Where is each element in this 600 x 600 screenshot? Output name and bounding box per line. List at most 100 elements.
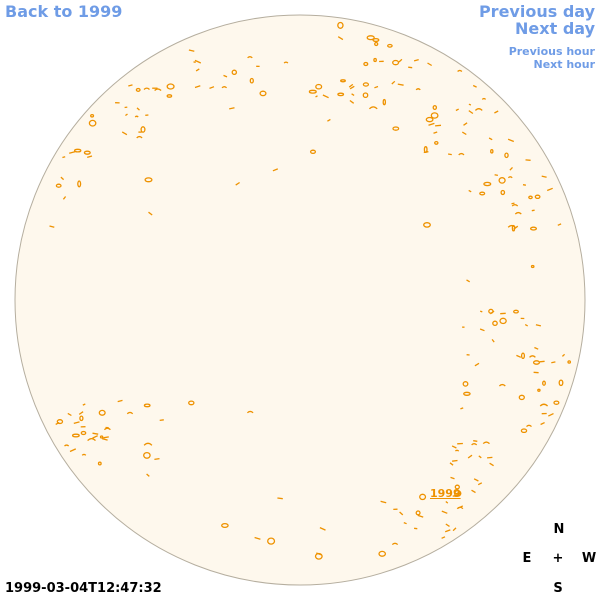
- contour-mark: [534, 346, 539, 350]
- contour-mark: [194, 59, 202, 64]
- contour-mark: [259, 90, 267, 97]
- contour-mark: [97, 461, 102, 466]
- contour-mark: [126, 411, 134, 415]
- contour-mark: [314, 552, 323, 560]
- contour-mark: [88, 119, 97, 127]
- contour-mark: [81, 453, 87, 456]
- back-to-year-link[interactable]: Back to 1999: [5, 2, 123, 21]
- contour-mark: [466, 279, 471, 283]
- contour-mark: [348, 83, 354, 88]
- contour-mark: [449, 462, 454, 466]
- contour-mark: [567, 360, 572, 364]
- previous-hour-link[interactable]: Previous hour: [508, 45, 595, 58]
- contour-mark: [78, 411, 84, 415]
- contour-mark: [309, 149, 317, 155]
- magnetic-contours: [49, 21, 572, 560]
- next-hour-link[interactable]: Next hour: [533, 58, 596, 71]
- contour-mark: [494, 110, 499, 114]
- contour-mark: [71, 433, 80, 438]
- contour-mark: [195, 68, 200, 72]
- contour-mark: [387, 43, 393, 48]
- compass-east-label: E: [522, 551, 532, 566]
- contour-mark: [471, 443, 478, 446]
- contour-mark: [473, 478, 479, 482]
- contour-mark: [473, 440, 478, 442]
- contour-mark: [529, 226, 538, 231]
- contour-mark: [92, 432, 99, 435]
- contour-mark: [117, 399, 123, 403]
- contour-mark: [531, 209, 535, 212]
- contour-mark: [450, 476, 455, 480]
- contour-mark: [69, 448, 77, 453]
- contour-mark: [368, 106, 378, 110]
- contour-mark: [254, 536, 261, 540]
- contour-mark: [148, 211, 153, 216]
- contour-mark: [457, 69, 463, 72]
- contour-mark: [524, 324, 528, 327]
- contour-mark: [90, 113, 95, 118]
- observation-timestamp: 1999-03-04T12:47:32: [5, 581, 162, 596]
- contour-mark: [134, 115, 139, 118]
- contour-mark: [249, 77, 254, 84]
- contour-mark: [380, 500, 387, 504]
- contour-mark: [468, 103, 472, 106]
- contour-mark: [526, 424, 532, 428]
- contour-mark: [322, 94, 329, 99]
- contour-mark: [103, 436, 109, 439]
- contour-mark: [540, 422, 545, 426]
- contour-mark: [468, 189, 472, 193]
- contour-mark: [463, 122, 468, 126]
- contour-mark: [319, 527, 326, 531]
- contour-mark: [462, 381, 469, 387]
- compass-north-label: N: [553, 522, 565, 537]
- contour-mark: [135, 87, 141, 92]
- contour-mark: [143, 442, 153, 446]
- contour-mark: [80, 430, 87, 436]
- contour-mark: [546, 187, 553, 192]
- contour-mark: [272, 168, 279, 172]
- contour-mark: [441, 510, 448, 514]
- compass-south-label: S: [553, 581, 563, 596]
- contour-mark: [125, 113, 128, 117]
- contour-mark: [73, 421, 80, 425]
- contour-mark: [489, 310, 495, 315]
- contour-mark: [397, 83, 404, 86]
- contour-mark: [143, 451, 151, 459]
- contour-mark: [451, 445, 457, 449]
- contour-mark: [513, 309, 519, 314]
- contour-mark: [60, 176, 65, 181]
- contour-mark: [374, 41, 379, 47]
- contour-mark: [382, 98, 387, 106]
- contour-mark: [561, 353, 566, 357]
- contour-mark: [434, 140, 439, 145]
- contour-mark: [140, 126, 146, 133]
- contour-mark: [455, 108, 459, 112]
- contour-mark: [98, 409, 106, 416]
- contour-mark: [471, 489, 476, 494]
- contour-mark: [534, 194, 541, 200]
- contour-mark: [474, 108, 483, 111]
- contour-mark: [491, 339, 495, 343]
- contour-mark: [428, 122, 435, 126]
- contour-mark: [246, 410, 254, 414]
- contour-mark: [194, 85, 201, 89]
- contour-mark: [520, 428, 528, 434]
- contour-mark: [349, 85, 355, 90]
- previous-day-link[interactable]: Previous day: [478, 2, 595, 21]
- contour-mark: [548, 413, 554, 417]
- contour-mark: [391, 80, 396, 85]
- contour-mark: [529, 355, 536, 358]
- contour-mark: [374, 85, 379, 89]
- contour-mark: [445, 523, 450, 527]
- contour-mark: [427, 62, 433, 67]
- contour-mark: [452, 527, 457, 532]
- contour-mark: [456, 492, 461, 495]
- contour-mark: [337, 36, 344, 41]
- year-marker-link[interactable]: 1999: [430, 487, 461, 500]
- contour-mark: [64, 444, 70, 447]
- contour-mark: [454, 449, 460, 452]
- next-day-link[interactable]: Next day: [515, 19, 595, 38]
- contour-mark: [77, 180, 82, 188]
- contour-mark: [479, 310, 483, 313]
